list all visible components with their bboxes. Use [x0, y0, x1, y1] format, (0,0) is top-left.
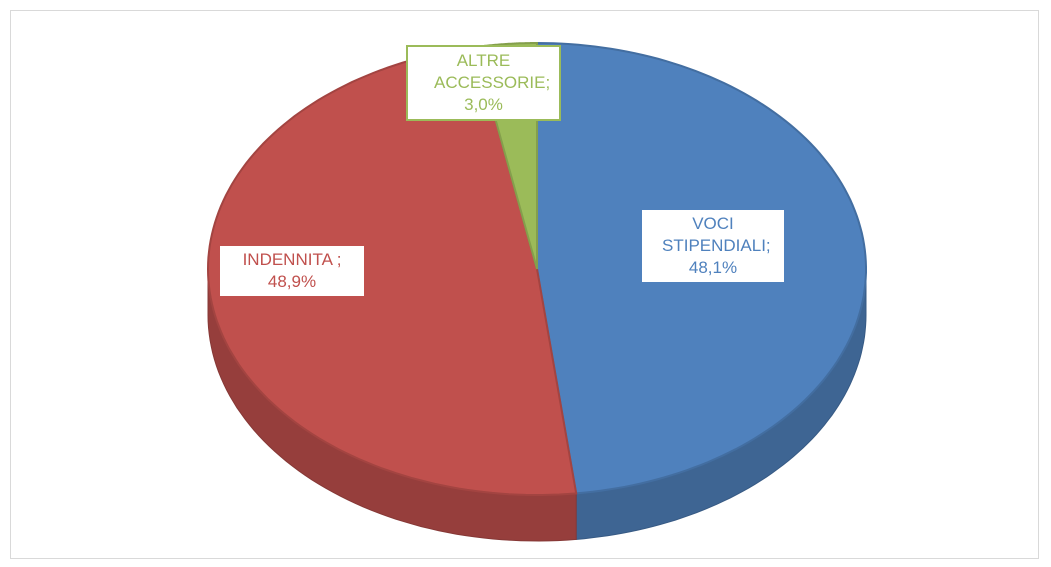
pie-slice: [206, 45, 578, 496]
value-label: 48,9%: [267, 272, 317, 291]
value-label: 3,0%: [464, 95, 503, 114]
category-label: VOCI STIPENDIALI;: [662, 214, 771, 255]
data-label: VOCI STIPENDIALI; 48,1%: [640, 208, 786, 284]
category-label: INDENNITA ;: [242, 250, 342, 269]
chart-frame: [10, 10, 1039, 559]
data-label: INDENNITA ; 48,9%: [218, 244, 366, 298]
category-label: ALTRE ACCESSORIE;: [434, 51, 551, 92]
value-label: 48,1%: [688, 258, 738, 277]
data-label: ALTRE ACCESSORIE; 3,0%: [406, 45, 561, 121]
